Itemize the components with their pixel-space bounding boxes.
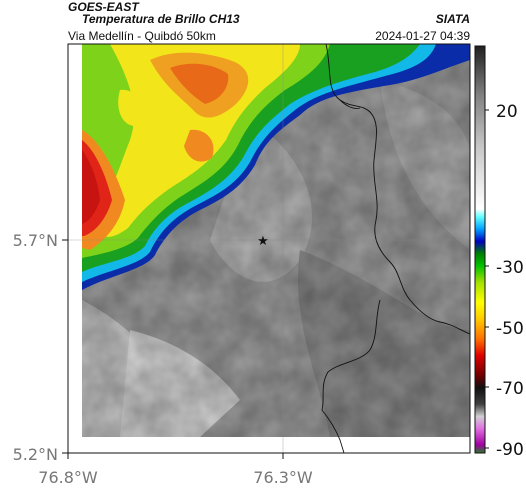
colorbar-label: -90 bbox=[496, 440, 524, 460]
lat-tick-label: 5.2°N bbox=[13, 445, 58, 464]
axis-ticks bbox=[62, 239, 284, 459]
colorbar-label: -30 bbox=[496, 258, 524, 278]
imagery bbox=[82, 44, 470, 437]
lon-tick-label: 76.3°W bbox=[253, 468, 313, 487]
colorbar-label: 20 bbox=[496, 102, 518, 122]
lat-tick-label: 5.7°N bbox=[13, 231, 58, 250]
colorbar-label: -50 bbox=[496, 319, 524, 339]
lon-tick-label: 76.8°W bbox=[38, 468, 98, 487]
colorbar: 20 -30 -50 -70 -90 bbox=[474, 45, 524, 460]
product-title: Temperatura de Brillo CH13 bbox=[82, 12, 240, 26]
satellite-title: GOES-EAST bbox=[68, 0, 139, 14]
colorbar-label: -70 bbox=[496, 379, 524, 399]
colorbar-gradient bbox=[474, 45, 486, 454]
route-subtitle: Via Medellín - Quibdó 50km bbox=[68, 29, 216, 43]
datetime-label: 2024-01-27 04:39 bbox=[375, 29, 470, 43]
plot-frame bbox=[67, 43, 471, 454]
organization-label: SIATA bbox=[435, 12, 470, 26]
location-marker-icon: ★ bbox=[257, 234, 269, 249]
admin-borders bbox=[321, 44, 470, 453]
